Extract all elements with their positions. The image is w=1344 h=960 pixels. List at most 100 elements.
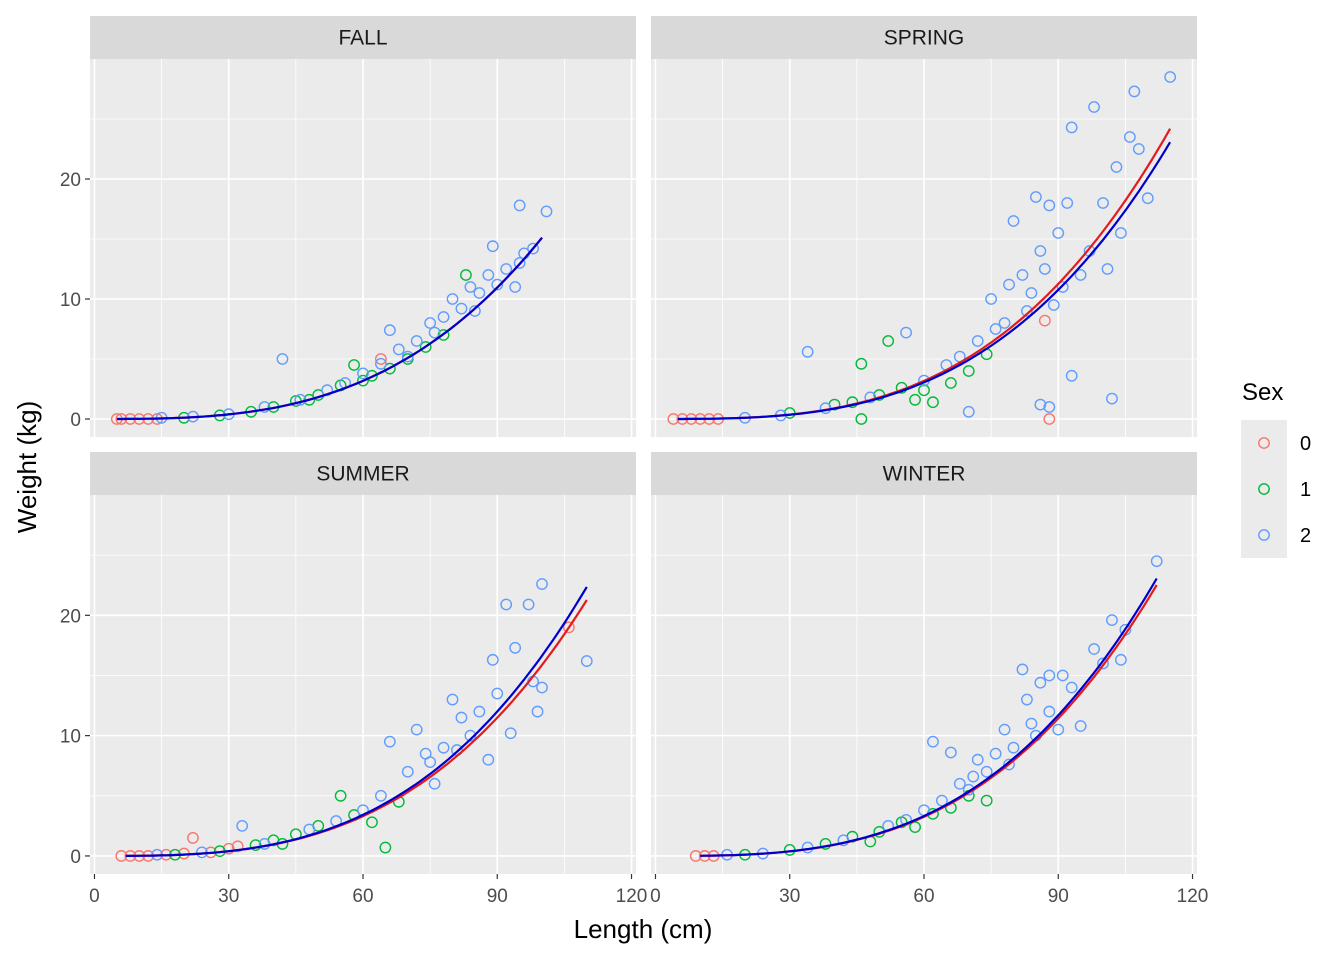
legend-label: 2 (1300, 525, 1311, 547)
data-point-sex-2 (536, 578, 548, 590)
data-point-sex-2 (1034, 245, 1047, 257)
data-point-sex-2 (375, 357, 387, 370)
data-point-sex-2 (1003, 278, 1015, 291)
y-tick-label: 0 (70, 847, 81, 868)
data-point-sex-2 (936, 794, 948, 807)
data-point-sex-2 (1065, 121, 1078, 134)
x-tick-label: 60 (913, 886, 934, 907)
data-point-sex-2 (509, 281, 522, 293)
data-point-sex-2 (500, 263, 513, 275)
data-point-sex-0 (222, 842, 235, 855)
panel-strip (90, 16, 636, 59)
data-point-sex-2 (536, 681, 548, 694)
data-point-sex-2 (437, 311, 450, 323)
data-point-sex-1 (927, 396, 939, 409)
legend-key-background (1241, 512, 1287, 558)
data-point-sex-2 (527, 242, 539, 255)
data-point-sex-2 (1150, 555, 1163, 568)
data-point-sex-2 (837, 834, 850, 847)
x-tick-label: 0 (650, 886, 661, 907)
data-point-sex-2 (482, 753, 495, 766)
data-point-sex-1 (855, 357, 868, 370)
data-point-sex-1 (855, 413, 868, 425)
data-point-sex-1 (366, 369, 378, 382)
data-point-sex-2 (522, 598, 535, 611)
data-point-sex-1 (357, 374, 369, 387)
legend-label: 0 (1300, 433, 1311, 455)
data-point-sex-2 (424, 756, 437, 769)
x-tick-label: 90 (1048, 886, 1069, 907)
legend-key-point (1258, 529, 1270, 541)
data-point-sex-2 (428, 326, 441, 339)
data-point-sex-2 (428, 777, 441, 790)
data-point-sex-2 (410, 723, 423, 736)
data-point-sex-2 (276, 353, 289, 365)
data-point-sex-2 (1021, 305, 1033, 317)
data-point-sex-2 (985, 293, 998, 305)
y-tick-label: 0 (70, 410, 81, 431)
legend-title: Sex (1242, 379, 1283, 406)
data-point-sex-2 (1003, 758, 1015, 771)
fit-line-blue (677, 141, 1172, 421)
data-point-sex-2 (1052, 723, 1065, 736)
data-point-sex-2 (383, 324, 396, 337)
data-point-sex-2 (1164, 71, 1177, 83)
data-point-sex-2 (580, 655, 593, 667)
data-point-sex-2 (980, 765, 993, 778)
data-point-sex-2 (1043, 199, 1056, 212)
data-point-sex-2 (989, 323, 1002, 335)
data-point-sex-2 (1065, 369, 1078, 382)
data-point-sex-2 (1065, 681, 1078, 694)
panel-winter: WINTER 0 30 60 90 120 (650, 452, 1208, 907)
data-point-sex-2 (1088, 101, 1100, 113)
data-point-sex-1 (962, 365, 975, 377)
y-tick-label: 20 (60, 606, 81, 627)
data-point-sex-2 (383, 735, 396, 748)
x-axis-title: Length (cm) (574, 914, 713, 944)
data-point-sex-2 (998, 723, 1011, 736)
data-point-sex-1 (980, 794, 993, 807)
data-point-sex-2 (1097, 197, 1109, 209)
panel-strip (651, 452, 1197, 495)
data-point-sex-2 (401, 765, 414, 778)
data-point-sex-2 (1056, 669, 1069, 682)
data-point-sex-2 (446, 293, 459, 305)
data-point-sex-1 (918, 384, 930, 397)
data-point-sex-1 (366, 816, 378, 829)
data-point-sex-1 (419, 341, 432, 353)
data-point-sex-2 (1007, 741, 1020, 754)
data-point-sex-2 (424, 317, 437, 329)
y-tick-label: 10 (60, 290, 81, 311)
data-point-sex-2 (509, 641, 522, 654)
panel-spring: SPRING (651, 16, 1197, 437)
x-tick-label: 30 (218, 886, 239, 907)
data-point-sex-2 (944, 746, 957, 759)
legend-key-point (1258, 483, 1270, 495)
data-point-sex-2 (1025, 287, 1038, 299)
data-point-sex-2 (410, 335, 423, 347)
data-point-sex-0 (1043, 413, 1056, 425)
data-point-sex-2 (1074, 720, 1087, 732)
data-point-sex-2 (375, 789, 387, 802)
data-point-sex-1 (437, 329, 450, 341)
data-point-sex-2 (473, 287, 486, 299)
legend: Sex 0 1 2 (1241, 379, 1311, 558)
data-point-sex-2 (1141, 192, 1154, 205)
data-point-sex-2 (927, 735, 939, 748)
data-point-sex-2 (1097, 657, 1109, 670)
data-point-sex-2 (1043, 705, 1056, 718)
data-point-sex-2 (468, 305, 481, 317)
data-point-sex-2 (1128, 85, 1141, 98)
data-point-sex-2 (1088, 643, 1100, 655)
data-point-sex-2 (1007, 215, 1020, 227)
panel-strip-label: FALL (338, 27, 387, 50)
fit-line-blue (116, 237, 543, 421)
data-point-sex-2 (258, 401, 271, 413)
data-point-sex-2 (1034, 676, 1047, 689)
data-point-sex-2 (1021, 693, 1033, 706)
x-tick-label: 60 (352, 886, 373, 907)
x-tick-label: 90 (487, 886, 508, 907)
data-point-sex-2 (491, 278, 504, 291)
data-point-sex-2 (1110, 161, 1123, 173)
